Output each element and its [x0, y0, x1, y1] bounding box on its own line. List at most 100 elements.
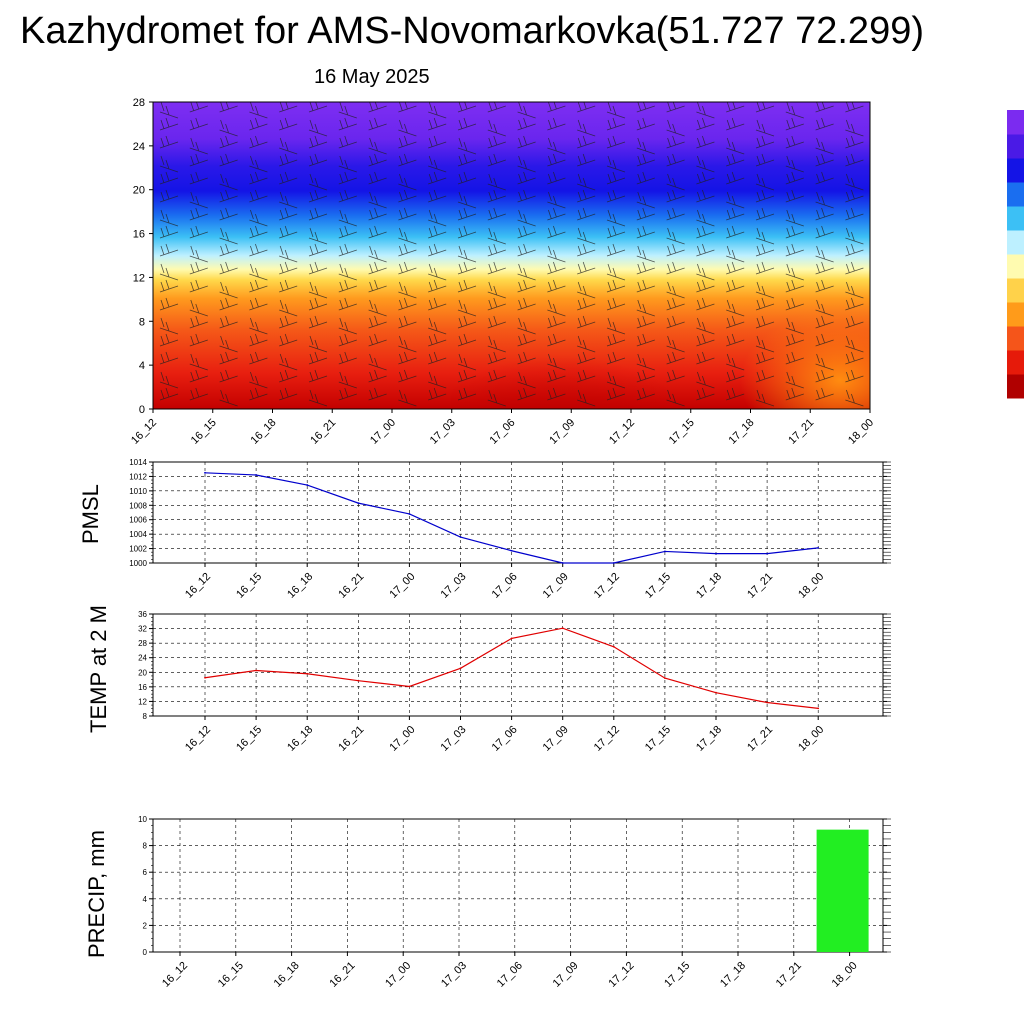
wind-barb	[487, 189, 506, 203]
wind-barb	[159, 135, 179, 149]
wind-barb	[219, 261, 238, 275]
xtick-label: 16_21	[327, 960, 357, 990]
chart-title: Kazhydromet for AMS-Novomarkovka(51.727 …	[20, 10, 924, 52]
wind-barbs	[159, 102, 864, 407]
wind-barb	[636, 191, 655, 209]
xtick-label: 17_09	[551, 960, 581, 990]
wind-barb	[457, 299, 477, 317]
wind-barb	[577, 153, 596, 167]
wind-barb	[547, 225, 566, 239]
wind-barb	[606, 297, 626, 311]
wind-barb	[726, 333, 745, 347]
xtick-label: 17_06	[490, 571, 520, 601]
ytick-label: 28	[138, 639, 147, 648]
wind-barb	[666, 315, 685, 329]
wind-barb	[428, 387, 447, 401]
wind-barb	[457, 102, 477, 113]
xtick-label: 16_18	[285, 571, 315, 601]
xtick-label: 18_00	[796, 571, 826, 601]
wind-barb	[279, 387, 298, 401]
wind-barb	[428, 117, 447, 131]
data-point	[561, 562, 564, 564]
wind-barb	[636, 369, 655, 383]
wind-barb	[726, 225, 745, 239]
wind-barb	[487, 297, 506, 311]
wind-barb	[785, 225, 804, 239]
wind-barb	[696, 102, 715, 119]
wind-barb	[726, 153, 745, 167]
wind-barb	[785, 263, 804, 281]
wind-barb	[338, 333, 357, 347]
xtick-label: 17_21	[745, 724, 775, 754]
precip-panel: 0 2 4 6 8 10 16_12 16_15 16_18 16_21 17_00 17_03 17_…	[138, 815, 891, 990]
plot-frame	[152, 613, 884, 717]
wind-barb	[755, 281, 775, 299]
wind-barb	[398, 153, 417, 167]
wind-barb	[577, 369, 596, 383]
wind-barb	[606, 279, 626, 293]
wind-barb	[368, 225, 387, 239]
wind-barb	[726, 299, 745, 317]
wind-barb	[159, 333, 179, 347]
wind-barb	[517, 351, 536, 365]
wind-barb	[249, 189, 268, 203]
wind-barb	[279, 245, 298, 263]
wind-barb	[606, 243, 626, 257]
data-point	[510, 637, 513, 640]
wind-barb	[219, 102, 238, 113]
heatmap-xtick-label: 17_06	[488, 417, 518, 447]
temp-panel: 8 12 16 20 24 28 32 36 16_12 16_15 16_18 16_21 17_00…	[138, 610, 891, 754]
wind-barb	[606, 117, 626, 131]
wind-barb	[249, 225, 268, 239]
wind-barb	[577, 315, 596, 329]
wind-barb	[457, 225, 477, 239]
wind-barb	[219, 297, 238, 311]
heatmap-ytick-label: 12	[133, 272, 145, 284]
wind-barb	[785, 351, 804, 365]
wind-barb	[577, 102, 596, 113]
heatmap-ytick-label: 20	[133, 185, 145, 197]
wind-barb	[636, 225, 655, 239]
wind-barb	[666, 189, 685, 203]
wind-barb	[517, 243, 536, 257]
xtick-label: 17_15	[643, 724, 673, 754]
wind-barb	[308, 281, 328, 299]
wind-barb	[696, 279, 715, 293]
ytick-label: 1000	[129, 559, 147, 568]
wind-barb	[457, 333, 477, 347]
wind-barb	[398, 389, 417, 407]
wind-barb	[487, 315, 506, 329]
wind-barb	[755, 227, 775, 245]
wind-barb	[636, 315, 655, 329]
wind-barb	[428, 317, 447, 335]
wind-barb	[606, 189, 626, 203]
wind-barb	[368, 279, 387, 293]
xtick-label: 16_15	[216, 960, 246, 990]
wind-barb	[338, 263, 357, 281]
wind-barb	[398, 297, 417, 311]
wind-barb	[398, 173, 417, 191]
xtick-label: 17_03	[439, 571, 469, 601]
wind-barb	[189, 207, 208, 221]
wind-barb	[428, 209, 447, 227]
wind-barb	[785, 371, 804, 389]
wind-barb	[189, 191, 208, 209]
wind-barb	[755, 153, 775, 167]
wind-barb	[159, 102, 179, 119]
heatmap-hot-core	[450, 319, 670, 409]
wind-barb	[785, 135, 804, 149]
wind-barb	[517, 155, 536, 173]
wind-barb	[785, 243, 804, 257]
pmsl-panel: 1000 1002 1004 1006 1008 1010 1012 1014 16_12 16_…	[129, 458, 891, 601]
wind-barb	[487, 153, 506, 167]
wind-barb	[279, 299, 298, 317]
wind-barb	[249, 297, 268, 311]
xtick-label: 16_18	[285, 724, 315, 754]
wind-barb	[845, 173, 864, 191]
wind-barb	[815, 225, 834, 239]
wind-barb	[487, 369, 506, 383]
wind-barb	[666, 173, 685, 191]
wind-barb	[845, 261, 864, 275]
wind-barb	[368, 207, 387, 221]
wind-barb	[457, 117, 477, 131]
